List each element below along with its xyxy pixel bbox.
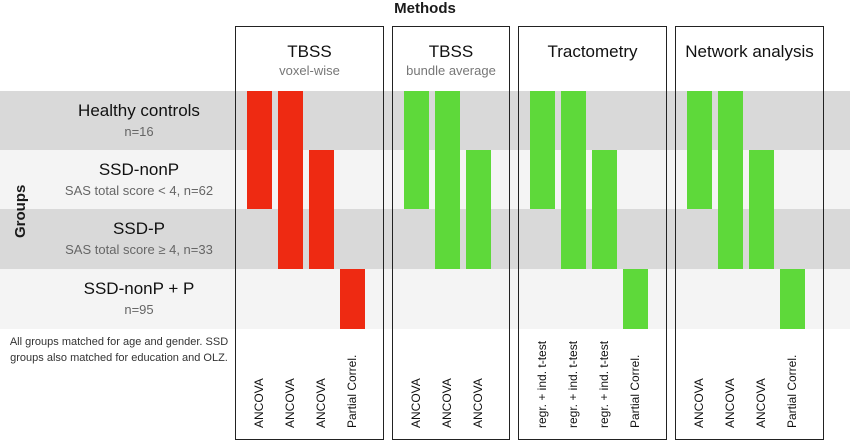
group-detail: n=16 <box>124 124 154 139</box>
test-label: regr. + ind. t-test <box>597 340 611 428</box>
test-bar <box>404 91 429 209</box>
method-box <box>235 26 384 440</box>
group-name: SSD-P <box>113 219 165 238</box>
test-bar <box>530 91 555 209</box>
test-bar <box>749 150 774 269</box>
test-label: Partial Correl. <box>345 354 359 428</box>
test-bar <box>780 269 805 329</box>
method-box <box>675 26 824 440</box>
test-bar <box>247 91 272 209</box>
test-bar <box>278 91 303 269</box>
group-name: SSD-nonP + P <box>83 279 195 298</box>
test-label: ANCOVA <box>314 378 328 428</box>
test-bar <box>623 269 648 329</box>
test-label: Partial Correl. <box>628 354 642 428</box>
group-name: Healthy controls <box>78 101 200 120</box>
method-subtitle: voxel-wise <box>279 63 340 78</box>
test-bar <box>435 91 460 269</box>
test-bar <box>561 91 586 269</box>
test-label: ANCOVA <box>409 378 423 428</box>
test-label: regr. + ind. t-test <box>566 340 580 428</box>
method-subtitle: bundle average <box>406 63 496 78</box>
groups-heading: Groups <box>12 184 29 238</box>
group-detail: SAS total score < 4, n=62 <box>64 183 214 198</box>
method-title: TBSS <box>428 42 474 61</box>
test-label: regr. + ind. t-test <box>535 340 549 428</box>
test-bar <box>466 150 491 269</box>
group-band-4 <box>0 269 850 329</box>
test-bar <box>718 91 743 269</box>
method-title: Network analysis <box>685 42 814 61</box>
test-bar <box>687 91 712 209</box>
test-bar <box>592 150 617 269</box>
test-label: ANCOVA <box>440 378 454 428</box>
group-detail: SAS total score ≥ 4, n=33 <box>65 242 213 257</box>
test-label: ANCOVA <box>283 378 297 428</box>
test-label: ANCOVA <box>754 378 768 428</box>
test-bar <box>340 269 365 329</box>
test-label: ANCOVA <box>471 378 485 428</box>
method-box <box>518 26 667 440</box>
test-label: ANCOVA <box>723 378 737 428</box>
test-bar <box>309 150 334 269</box>
matching-note: All groups matched for age and gender. S… <box>9 336 229 364</box>
group-name: SSD-nonP <box>98 160 180 179</box>
group-band-3 <box>0 209 850 269</box>
method-title: Tractometry <box>547 42 638 61</box>
group-detail: n=95 <box>124 302 154 317</box>
test-label: Partial Correl. <box>785 354 799 428</box>
test-label: ANCOVA <box>252 378 266 428</box>
methods-heading: Methods <box>394 0 456 17</box>
method-title: TBSS <box>287 42 332 61</box>
method-box <box>392 26 510 440</box>
test-label: ANCOVA <box>692 378 706 428</box>
